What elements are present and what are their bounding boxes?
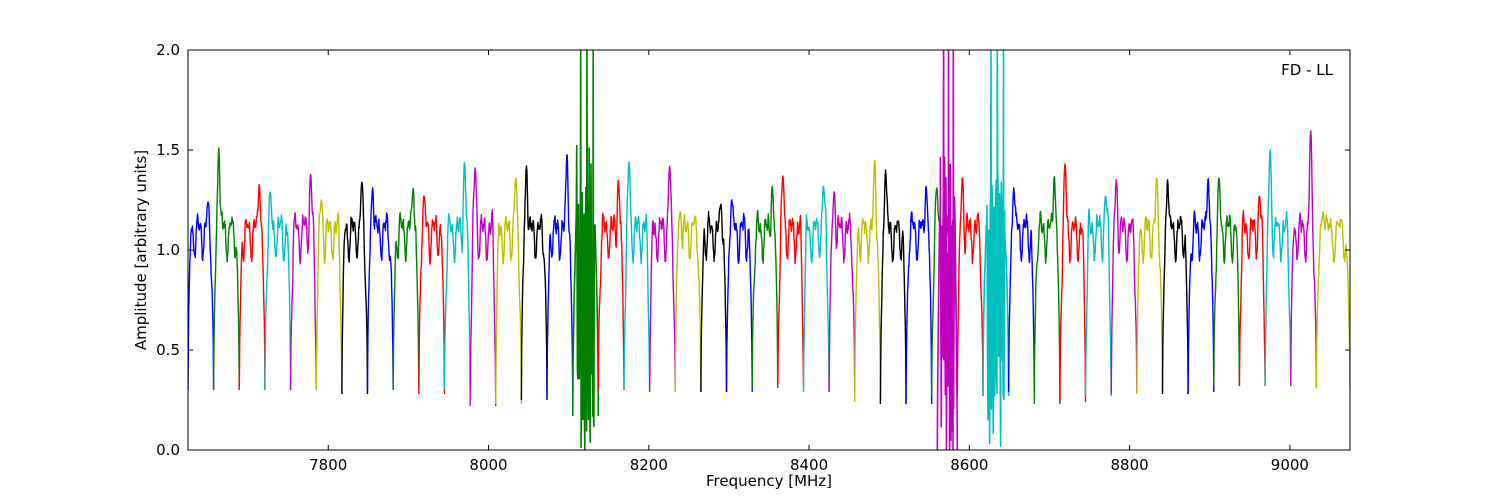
spectrum-segment-26 (828, 191, 856, 393)
spectrum-segment-18 (623, 161, 651, 391)
spectrum-segment-21 (700, 203, 728, 393)
spectrum-segment-24 (777, 175, 805, 387)
spectrum-segment-15 (546, 154, 574, 397)
x-axis-label: Frequency [MHz] (706, 472, 832, 490)
spectrum-segment-22 (725, 199, 753, 393)
spectrum-segment-16 (571, 50, 600, 450)
spectrum-segment-13 (495, 177, 523, 405)
y-axis-label: Amplitude [arbitrary units] (132, 150, 150, 350)
spectrum-segment-8 (366, 187, 394, 391)
x-tick-label: 8400 (790, 456, 828, 474)
spectrum-segment-40 (1161, 179, 1189, 395)
tick-layer: 7800 8000 8200 8400 8600 8800 9000 0.0 0.5 1.0 1.5… (156, 41, 1350, 474)
spectrum-segment-31 (936, 50, 959, 450)
spectrum-segment-7 (341, 181, 369, 395)
spectrum-segment-5 (289, 173, 317, 391)
spectrum-segment-42 (1213, 177, 1241, 387)
spectrum-segment-2 (212, 147, 240, 391)
spectrum-segment-9 (392, 187, 420, 391)
spectrum-segment-25 (802, 185, 830, 393)
spectrum-segment-34 (1007, 187, 1036, 393)
spectrum-segment-19 (648, 165, 676, 393)
spectrum-segment-23 (751, 185, 779, 389)
spectrum-segment-39 (1136, 177, 1164, 395)
spectrum-segment-43 (1238, 195, 1266, 387)
spectrum-segment-46 (1315, 211, 1350, 389)
spectrum-segment-10 (418, 195, 446, 395)
x-tick-label: 7800 (309, 456, 347, 474)
y-tick-label: 0.0 (156, 441, 180, 459)
spectrum-segment-3 (238, 183, 266, 391)
spectrum-segment-36 (1059, 163, 1087, 403)
y-tick-label: 2.0 (156, 41, 180, 59)
spectrum-segment-33 (982, 50, 1010, 448)
spectrum-segment-20 (674, 211, 702, 393)
x-tick-label: 8600 (950, 456, 988, 474)
x-tick-label: 8200 (630, 456, 668, 474)
spectrum-segment-14 (520, 165, 548, 401)
y-tick-label: 0.5 (156, 341, 180, 359)
spectrum-segment-44 (1264, 149, 1292, 387)
series-layer (188, 50, 1350, 450)
spectrum-segment-28 (879, 169, 907, 405)
spectrum-segment-41 (1187, 178, 1215, 393)
spectrum-segment-29 (905, 185, 933, 405)
spectrum-segment-38 (1110, 179, 1138, 395)
y-tick-label: 1.0 (156, 241, 180, 259)
spectrum-segment-11 (443, 161, 471, 391)
spectrum-segment-4 (264, 191, 292, 391)
spectrum-segment-1 (188, 201, 215, 391)
spectrum-segment-37 (1084, 195, 1112, 397)
spectrum-segment-12 (469, 167, 497, 407)
spectrum-segment-17 (597, 179, 625, 391)
spectrum-segment-35 (1033, 175, 1061, 405)
spectrum-segment-32 (956, 177, 984, 397)
spectrum-segment-6 (315, 199, 343, 391)
spectrum-segment-27 (854, 159, 882, 403)
spectrum-segment-45 (1289, 130, 1318, 387)
x-tick-label: 9000 (1271, 456, 1309, 474)
y-tick-label: 1.5 (156, 141, 180, 159)
x-tick-label: 8800 (1111, 456, 1149, 474)
panel-annotation: FD - LL (1281, 61, 1333, 79)
x-tick-label: 8000 (469, 456, 507, 474)
